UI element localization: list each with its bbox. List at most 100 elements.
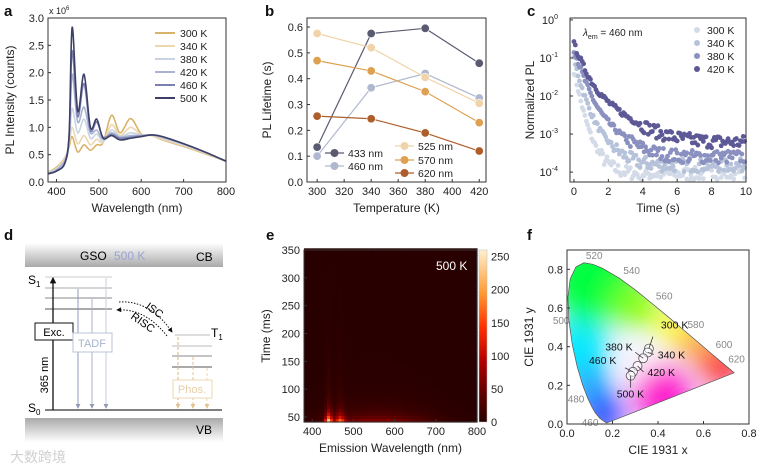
- heatmap-cell: [335, 298, 340, 303]
- heatmap-cell: [399, 391, 403, 396]
- heatmap-cell: [422, 298, 426, 303]
- heatmap-cell: [462, 295, 467, 300]
- heatmap-cell: [344, 368, 348, 373]
- heatmap-cell: [396, 271, 400, 276]
- heatmap-cell: [332, 261, 337, 266]
- heatmap-cell: [471, 341, 475, 346]
- heatmap-cell: [393, 378, 397, 383]
- heatmap-cell: [387, 398, 392, 403]
- heatmap-cell: [324, 345, 328, 350]
- conduction-band: [25, 243, 223, 267]
- heatmap-cell: [364, 301, 369, 306]
- heatmap-cell: [413, 345, 418, 350]
- heatmap-cell: [451, 398, 455, 403]
- heatmap-cell: [399, 278, 403, 283]
- heatmap-cell: [396, 371, 400, 376]
- heatmap-cell: [422, 271, 426, 276]
- heatmap-cell: [350, 378, 354, 383]
- heatmap-cell: [358, 275, 363, 279]
- heatmap-cell: [462, 291, 467, 296]
- heatmap-cell: [318, 375, 322, 380]
- heatmap-cell: [321, 368, 325, 373]
- heatmap-cell: [364, 258, 369, 263]
- heatmap-cell: [462, 301, 467, 306]
- heatmap-cell: [445, 395, 449, 400]
- heatmap-cell: [364, 271, 369, 276]
- heatmap-cell: [468, 401, 472, 406]
- heatmap-cell: [456, 308, 461, 313]
- heatmap-cell: [471, 285, 475, 290]
- heatmap-cell: [448, 315, 452, 320]
- heatmap-cell: [381, 355, 386, 360]
- heatmap-cell: [419, 331, 423, 336]
- heatmap-cell: [387, 408, 392, 413]
- heatmap-cell: [364, 378, 369, 383]
- heatmap-cell: [376, 251, 380, 256]
- heatmap-cell: [474, 251, 478, 256]
- heatmap-cell: [413, 411, 418, 416]
- heatmap-cell: [338, 311, 343, 316]
- heatmap-cell: [387, 265, 392, 269]
- heatmap-cell: [335, 388, 340, 393]
- heatmap-cell: [468, 268, 472, 273]
- heatmap-cell: [370, 341, 374, 346]
- heatmap-cell: [341, 265, 345, 269]
- data-point: [575, 73, 581, 79]
- heatmap-cell: [361, 395, 366, 400]
- heatmap-cell: [407, 415, 412, 420]
- heatmap-cell: [338, 358, 343, 363]
- heatmap-cell: [324, 398, 328, 403]
- heatmap-cell: [459, 275, 464, 279]
- heatmap-cell: [404, 378, 409, 383]
- heatmap-cell: [413, 398, 418, 403]
- heatmap-cell: [358, 375, 363, 380]
- heatmap-cell: [453, 375, 458, 380]
- heatmap-cell: [410, 265, 415, 269]
- heatmap-cell: [327, 368, 331, 373]
- heatmap-cell: [456, 321, 461, 326]
- heatmap-cell: [402, 271, 406, 276]
- heatmap-cell: [318, 251, 322, 256]
- heatmap-cell: [376, 351, 380, 356]
- heatmap-cell: [393, 258, 397, 263]
- data-point: [312, 111, 322, 121]
- heatmap-cell: [329, 315, 334, 320]
- heatmap-cell: [364, 381, 369, 386]
- heatmap-cell: [442, 331, 446, 336]
- heatmap-cell: [474, 338, 478, 343]
- heatmap-cell: [410, 255, 415, 259]
- heatmap-cell: [373, 368, 377, 373]
- heatmap-cell: [422, 311, 426, 316]
- heatmap-cell: [410, 405, 415, 410]
- heatmap-cell: [384, 401, 389, 406]
- x-tick-label: 0: [571, 186, 577, 198]
- heatmap-cell: [376, 255, 380, 259]
- heatmap-cell: [309, 258, 314, 263]
- heatmap-cell: [448, 388, 452, 393]
- heatmap-cell: [442, 298, 446, 303]
- heatmap-cell: [344, 395, 348, 400]
- heatmap-cell: [445, 345, 449, 350]
- heatmap-cell: [433, 281, 438, 286]
- heatmap-cell: [465, 381, 469, 386]
- heatmap-cell: [393, 401, 397, 406]
- heatmap-cell: [402, 341, 406, 346]
- heatmap-cell: [309, 418, 314, 423]
- heatmap-cell: [462, 318, 467, 323]
- heatmap-cell: [321, 365, 325, 370]
- heatmap-cell: [384, 378, 389, 383]
- heatmap-cell: [407, 361, 412, 366]
- heatmap-cell: [433, 398, 438, 403]
- heatmap-cell: [468, 285, 472, 290]
- heatmap-cell: [393, 418, 397, 423]
- heatmap-cell: [373, 398, 377, 403]
- y-tick-label: 50: [288, 412, 300, 424]
- heatmap-cell: [384, 328, 389, 333]
- heatmap-cell: [448, 358, 452, 363]
- heatmap-cell: [384, 415, 389, 420]
- data-point: [366, 83, 376, 93]
- heatmap-cell: [367, 311, 371, 316]
- heatmap-cell: [353, 341, 357, 346]
- heatmap-cell: [474, 371, 478, 376]
